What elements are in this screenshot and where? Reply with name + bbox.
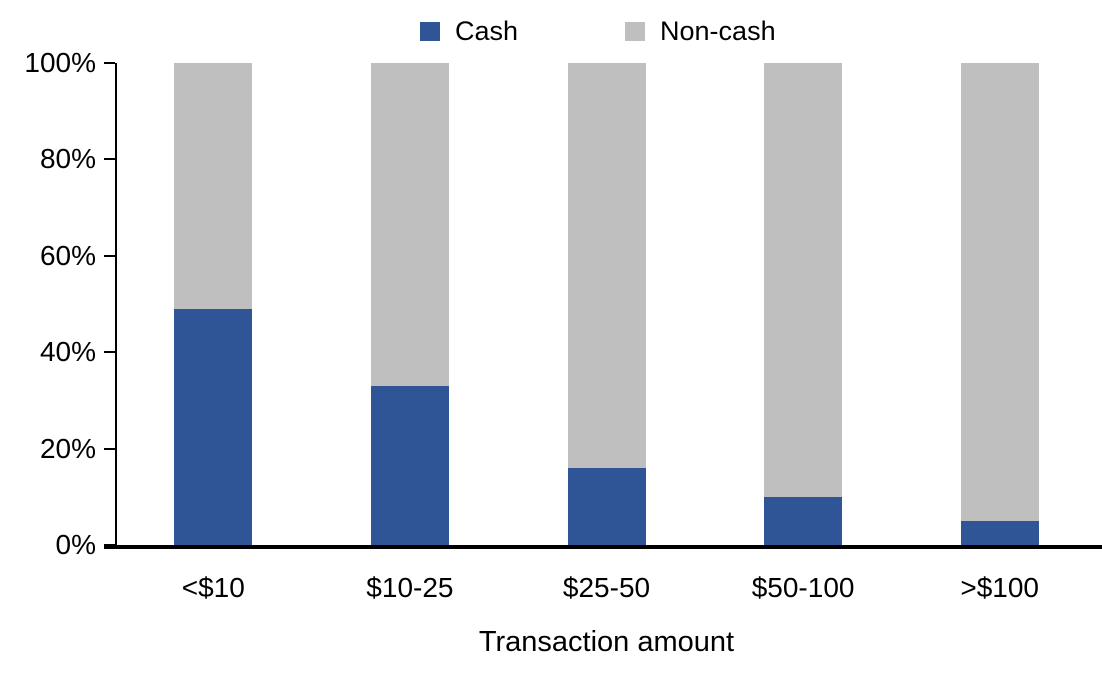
cash-segment [174, 308, 253, 545]
cash-segment [960, 520, 1039, 545]
bar-stack-2 [370, 63, 449, 545]
cash-swatch-icon [420, 21, 440, 41]
bar-stack-4 [764, 63, 843, 545]
y-tick-mark [104, 351, 115, 354]
noncash-segment [960, 63, 1039, 521]
y-tick-mark [104, 158, 115, 161]
noncash-swatch-icon [625, 21, 646, 41]
y-tick-label: 100% [24, 47, 96, 78]
cash-segment [370, 385, 449, 545]
y-tick-label: 60% [39, 239, 96, 271]
x-axis-line [104, 545, 1102, 549]
x-axis-title: Transaction amount [478, 626, 735, 658]
y-tick-mark [104, 62, 115, 64]
bar-stack-5 [960, 63, 1039, 545]
y-tick-label: 0% [55, 529, 96, 560]
x-category-label: $25-50 [562, 572, 651, 603]
x-category-label: <$10 [181, 572, 245, 603]
noncash-segment [174, 63, 253, 309]
cash-segment [567, 467, 646, 545]
x-category-label: $50-100 [751, 572, 855, 603]
noncash-segment [567, 63, 646, 468]
y-tick-label: 20% [39, 432, 96, 464]
noncash-segment [370, 63, 449, 386]
legend-label-cash: Cash [455, 16, 519, 46]
bar-stack-3 [567, 63, 646, 545]
legend-item-noncash: Non-cash [625, 16, 776, 46]
plot-area [115, 63, 1098, 545]
bar-stack-1 [174, 63, 253, 545]
y-tick-label: 40% [39, 336, 96, 368]
legend-label-noncash: Non-cash [660, 16, 776, 46]
y-axis-line [115, 63, 117, 545]
noncash-segment [764, 63, 843, 497]
legend-item-cash: Cash [420, 16, 518, 46]
y-tick-label: 80% [39, 143, 96, 175]
y-tick-mark [104, 254, 115, 257]
cash-segment [764, 496, 843, 545]
y-tick-mark [104, 447, 115, 450]
x-category-label: >$100 [960, 572, 1039, 603]
x-category-label: $10-25 [366, 572, 454, 603]
chart-legend: Cash Non-cash [420, 16, 776, 46]
